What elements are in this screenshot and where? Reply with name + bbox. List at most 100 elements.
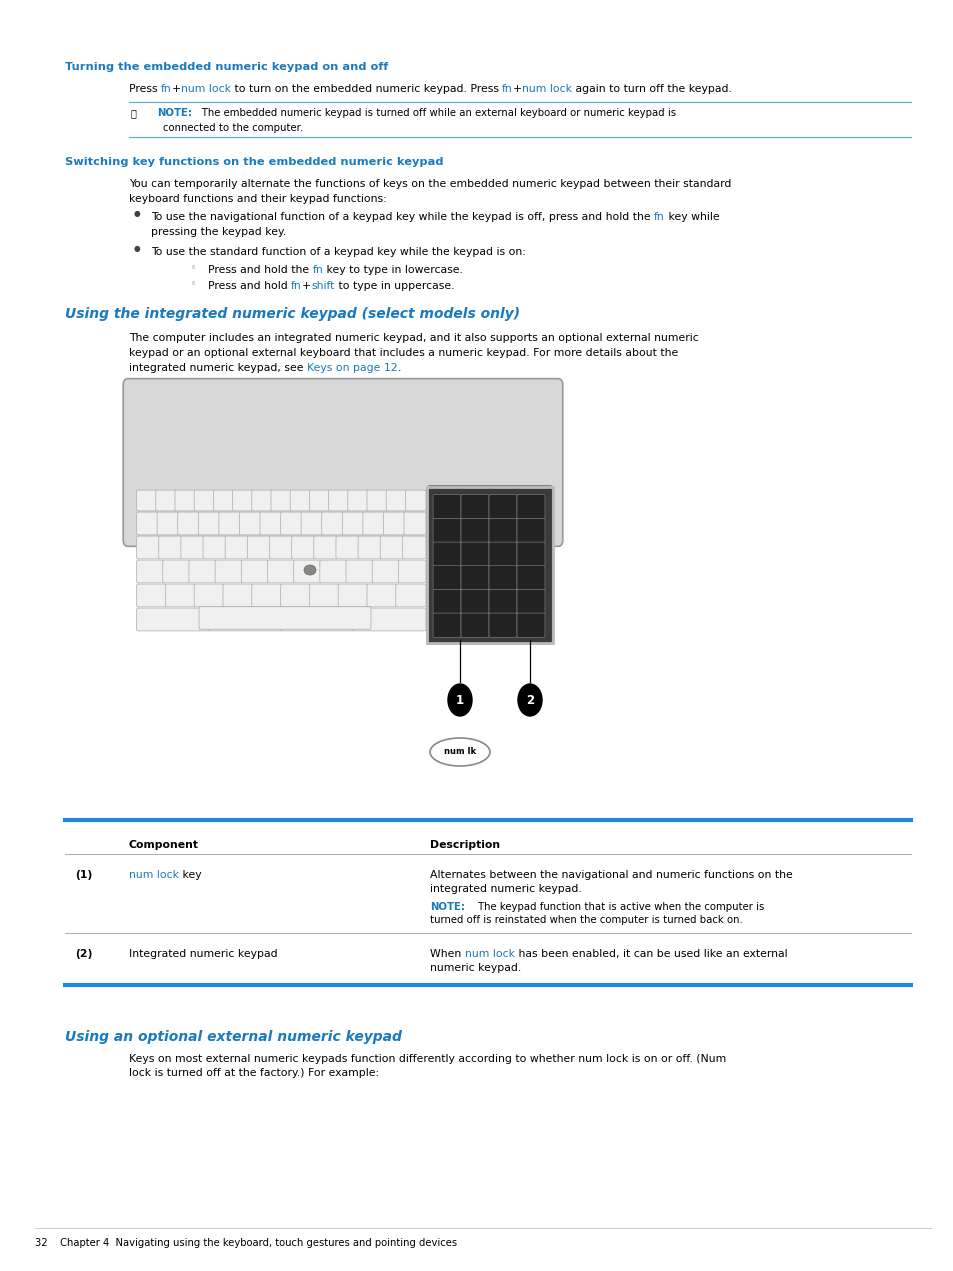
FancyBboxPatch shape bbox=[314, 536, 337, 559]
FancyBboxPatch shape bbox=[199, 606, 371, 629]
FancyBboxPatch shape bbox=[280, 585, 311, 608]
FancyBboxPatch shape bbox=[433, 541, 460, 567]
FancyBboxPatch shape bbox=[489, 541, 517, 567]
Text: fn: fn bbox=[653, 212, 664, 222]
Text: to turn on the embedded numeric keypad. Press: to turn on the embedded numeric keypad. … bbox=[231, 84, 502, 94]
Text: Integrated numeric keypad: Integrated numeric keypad bbox=[129, 949, 277, 960]
FancyBboxPatch shape bbox=[213, 491, 233, 511]
FancyBboxPatch shape bbox=[252, 491, 272, 511]
FancyBboxPatch shape bbox=[218, 512, 240, 535]
Text: key while: key while bbox=[664, 212, 719, 222]
Text: num lock: num lock bbox=[129, 871, 178, 880]
FancyBboxPatch shape bbox=[427, 487, 553, 644]
Text: Using an optional external numeric keypad: Using an optional external numeric keypa… bbox=[65, 1030, 401, 1043]
Text: turned off is reinstated when the computer is turned back on.: turned off is reinstated when the comput… bbox=[430, 915, 742, 925]
FancyBboxPatch shape bbox=[517, 494, 544, 519]
FancyBboxPatch shape bbox=[489, 494, 517, 519]
FancyBboxPatch shape bbox=[386, 491, 406, 511]
FancyBboxPatch shape bbox=[189, 561, 216, 583]
FancyBboxPatch shape bbox=[177, 512, 199, 535]
Text: .: . bbox=[397, 364, 400, 372]
FancyBboxPatch shape bbox=[460, 494, 489, 519]
Text: Keys on page 12: Keys on page 12 bbox=[307, 364, 397, 372]
FancyBboxPatch shape bbox=[203, 536, 226, 559]
FancyBboxPatch shape bbox=[489, 613, 517, 637]
FancyBboxPatch shape bbox=[181, 536, 204, 559]
Text: numeric keypad.: numeric keypad. bbox=[430, 963, 520, 974]
Text: 2: 2 bbox=[525, 694, 534, 707]
Text: Using the integrated numeric keypad (select models only): Using the integrated numeric keypad (sel… bbox=[65, 308, 519, 322]
Text: Press and hold the: Press and hold the bbox=[208, 264, 313, 275]
Circle shape bbox=[448, 684, 472, 716]
FancyBboxPatch shape bbox=[174, 491, 195, 511]
Text: num lk: num lk bbox=[443, 747, 476, 756]
FancyBboxPatch shape bbox=[362, 512, 384, 535]
FancyBboxPatch shape bbox=[433, 519, 460, 543]
FancyBboxPatch shape bbox=[402, 536, 425, 559]
FancyBboxPatch shape bbox=[319, 561, 347, 583]
FancyBboxPatch shape bbox=[280, 608, 354, 630]
FancyBboxPatch shape bbox=[239, 512, 261, 535]
FancyBboxPatch shape bbox=[353, 608, 425, 630]
Text: key to type in lowercase.: key to type in lowercase. bbox=[323, 264, 463, 275]
FancyBboxPatch shape bbox=[267, 561, 294, 583]
Text: to type in uppercase.: to type in uppercase. bbox=[335, 281, 454, 291]
Ellipse shape bbox=[304, 566, 315, 574]
FancyBboxPatch shape bbox=[433, 566, 460, 590]
FancyBboxPatch shape bbox=[346, 561, 374, 583]
FancyBboxPatch shape bbox=[165, 585, 195, 608]
FancyBboxPatch shape bbox=[280, 512, 302, 535]
Text: fn: fn bbox=[502, 84, 513, 94]
Text: pressing the keypad key.: pressing the keypad key. bbox=[151, 228, 286, 236]
Text: (2): (2) bbox=[74, 949, 92, 960]
Text: ◦: ◦ bbox=[191, 280, 195, 289]
Text: integrated numeric keypad.: integrated numeric keypad. bbox=[430, 885, 581, 894]
FancyBboxPatch shape bbox=[405, 491, 425, 511]
Text: +: + bbox=[513, 84, 521, 94]
Circle shape bbox=[517, 684, 541, 716]
FancyBboxPatch shape bbox=[163, 561, 190, 583]
Text: Switching key functions on the embedded numeric keypad: Switching key functions on the embedded … bbox=[65, 158, 443, 167]
Text: +: + bbox=[172, 84, 181, 94]
Text: (1): (1) bbox=[74, 871, 92, 880]
Text: The keypad function that is active when the computer is: The keypad function that is active when … bbox=[464, 902, 763, 913]
Text: 32    Chapter 4  Navigating using the keyboard, touch gestures and pointing devi: 32 Chapter 4 Navigating using the keyboa… bbox=[35, 1238, 456, 1248]
FancyBboxPatch shape bbox=[290, 491, 311, 511]
Bar bbox=[427, 487, 553, 643]
FancyBboxPatch shape bbox=[489, 566, 517, 590]
Text: Press and hold: Press and hold bbox=[208, 281, 291, 291]
FancyBboxPatch shape bbox=[225, 536, 249, 559]
FancyBboxPatch shape bbox=[460, 541, 489, 567]
FancyBboxPatch shape bbox=[209, 608, 282, 630]
Text: ◦: ◦ bbox=[191, 263, 195, 272]
Text: lock is turned off at the factory.) For example:: lock is turned off at the factory.) For … bbox=[129, 1068, 378, 1078]
FancyBboxPatch shape bbox=[158, 536, 182, 559]
FancyBboxPatch shape bbox=[403, 512, 425, 535]
FancyBboxPatch shape bbox=[517, 590, 544, 614]
FancyBboxPatch shape bbox=[460, 590, 489, 614]
FancyBboxPatch shape bbox=[328, 491, 349, 511]
FancyBboxPatch shape bbox=[157, 512, 179, 535]
FancyBboxPatch shape bbox=[460, 613, 489, 637]
FancyBboxPatch shape bbox=[198, 512, 220, 535]
FancyBboxPatch shape bbox=[321, 512, 343, 535]
FancyBboxPatch shape bbox=[136, 585, 167, 608]
Text: You can temporarily alternate the functions of keys on the embedded numeric keyp: You can temporarily alternate the functi… bbox=[129, 179, 730, 189]
FancyBboxPatch shape bbox=[194, 491, 214, 511]
Text: integrated numeric keypad, see: integrated numeric keypad, see bbox=[129, 364, 307, 372]
FancyBboxPatch shape bbox=[269, 536, 293, 559]
FancyBboxPatch shape bbox=[155, 491, 176, 511]
Text: 1: 1 bbox=[456, 694, 463, 707]
Text: num lock: num lock bbox=[181, 84, 231, 94]
Text: key: key bbox=[178, 871, 201, 880]
FancyBboxPatch shape bbox=[517, 613, 544, 637]
Text: ●: ● bbox=[133, 208, 140, 219]
FancyBboxPatch shape bbox=[433, 613, 460, 637]
Text: Turning the embedded numeric keypad on and off: Turning the embedded numeric keypad on a… bbox=[65, 62, 388, 72]
FancyBboxPatch shape bbox=[357, 536, 381, 559]
FancyBboxPatch shape bbox=[460, 566, 489, 590]
FancyBboxPatch shape bbox=[489, 519, 517, 543]
Text: num lock: num lock bbox=[464, 949, 515, 960]
Text: Keys on most external numeric keypads function differently according to whether : Keys on most external numeric keypads fu… bbox=[129, 1054, 725, 1064]
FancyBboxPatch shape bbox=[342, 512, 364, 535]
